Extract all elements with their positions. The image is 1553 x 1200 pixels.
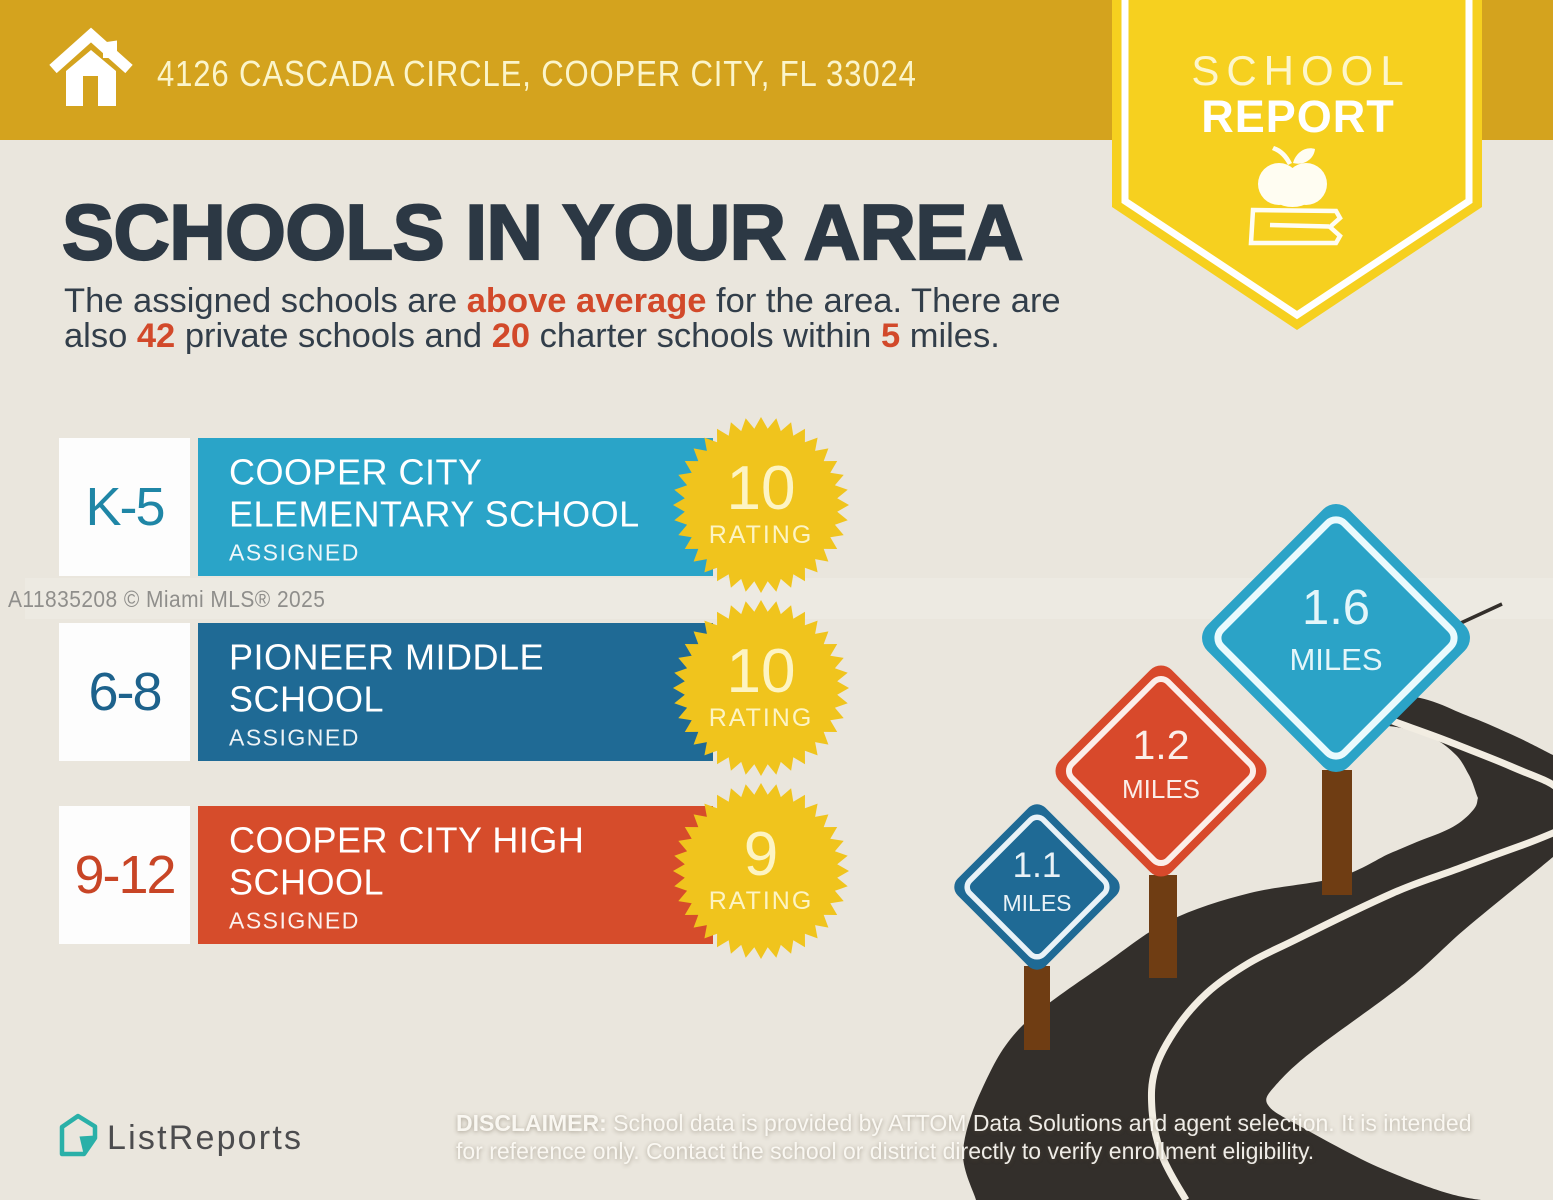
svg-text:REPORT: REPORT <box>1201 91 1395 142</box>
svg-text:1.2: 1.2 <box>1133 722 1190 768</box>
svg-text:MILES: MILES <box>1289 642 1382 677</box>
svg-text:MILES: MILES <box>1122 774 1200 804</box>
svg-text:SCHOOL: SCHOOL <box>1191 47 1410 94</box>
svg-text:1.6: 1.6 <box>1302 581 1370 635</box>
svg-text:10: 10 <box>727 637 796 706</box>
svg-text:MILES: MILES <box>1002 890 1071 916</box>
svg-text:RATING: RATING <box>709 704 814 732</box>
svg-text:1.1: 1.1 <box>1013 846 1062 885</box>
svg-text:RATING: RATING <box>709 887 814 915</box>
svg-text:9: 9 <box>744 820 778 889</box>
svg-text:10: 10 <box>727 454 796 523</box>
svg-text:RATING: RATING <box>709 521 814 549</box>
